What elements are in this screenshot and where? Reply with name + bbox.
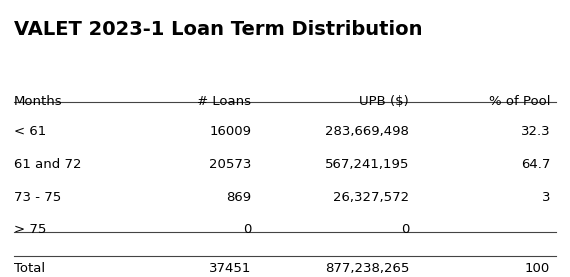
Text: 0: 0 bbox=[243, 223, 251, 236]
Text: 64.7: 64.7 bbox=[521, 158, 550, 171]
Text: < 61: < 61 bbox=[14, 125, 46, 138]
Text: 877,238,265: 877,238,265 bbox=[325, 262, 409, 275]
Text: 283,669,498: 283,669,498 bbox=[325, 125, 409, 138]
Text: Total: Total bbox=[14, 262, 45, 275]
Text: UPB ($): UPB ($) bbox=[360, 95, 409, 108]
Text: 73 - 75: 73 - 75 bbox=[14, 191, 62, 204]
Text: 32.3: 32.3 bbox=[520, 125, 550, 138]
Text: 100: 100 bbox=[525, 262, 550, 275]
Text: Months: Months bbox=[14, 95, 63, 108]
Text: 0: 0 bbox=[401, 223, 409, 236]
Text: VALET 2023-1 Loan Term Distribution: VALET 2023-1 Loan Term Distribution bbox=[14, 20, 422, 39]
Text: 26,327,572: 26,327,572 bbox=[333, 191, 409, 204]
Text: # Loans: # Loans bbox=[197, 95, 251, 108]
Text: 61 and 72: 61 and 72 bbox=[14, 158, 82, 171]
Text: % of Pool: % of Pool bbox=[489, 95, 550, 108]
Text: 869: 869 bbox=[226, 191, 251, 204]
Text: 16009: 16009 bbox=[209, 125, 251, 138]
Text: 20573: 20573 bbox=[209, 158, 251, 171]
Text: > 75: > 75 bbox=[14, 223, 46, 236]
Text: 567,241,195: 567,241,195 bbox=[325, 158, 409, 171]
Text: 3: 3 bbox=[542, 191, 550, 204]
Text: 37451: 37451 bbox=[209, 262, 251, 275]
